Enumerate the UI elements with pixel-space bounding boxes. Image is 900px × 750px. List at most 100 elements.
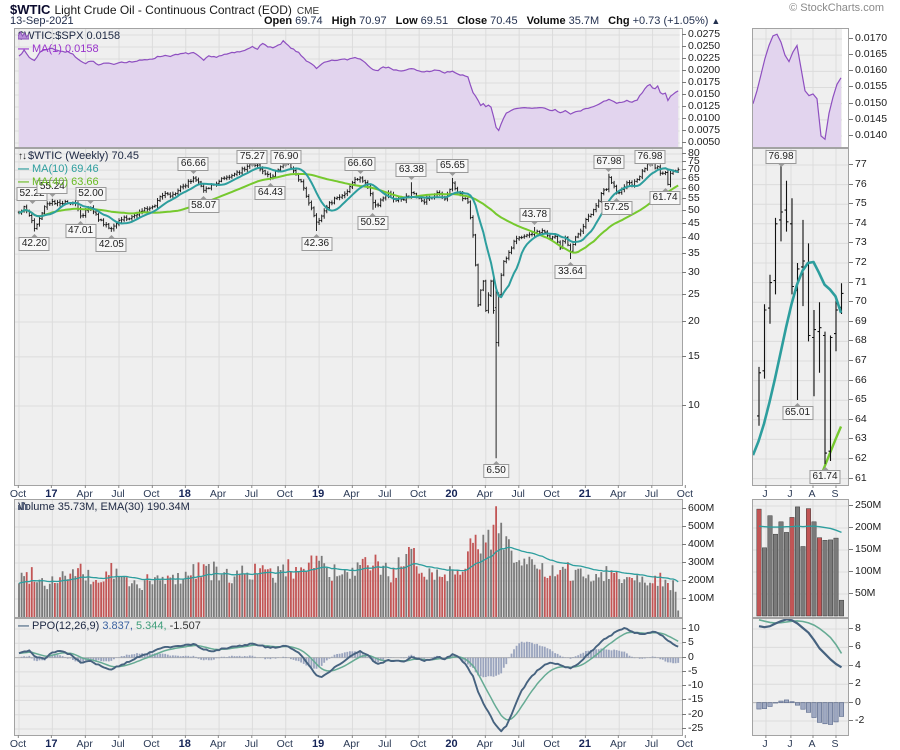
x-axis-year-label: 19	[311, 735, 325, 750]
x-axis-month-label: Oct	[9, 485, 27, 500]
price-annotation: 64.43	[254, 183, 286, 201]
axis-tick-label: 0.0175	[682, 76, 720, 88]
price-annotation: 67.98	[593, 154, 625, 172]
x-axis-month-label: Oct	[143, 485, 160, 500]
x-axis-month-label: Jul	[644, 735, 659, 750]
low-label: Low	[395, 15, 418, 27]
ppo-name: PPO(12,26,9)	[32, 620, 100, 632]
axis-tick-label: 64	[849, 413, 867, 425]
price-annotation: 47.01	[65, 221, 97, 239]
bar-chart-icon	[18, 502, 28, 510]
volume-y-axis: 600M 500M 400M 300M 200M 100M	[682, 499, 730, 616]
ohlc-bars-icon: ↑↓	[18, 151, 27, 162]
axis-tick-label: 0.0150	[682, 88, 720, 100]
price-annotation: 75.27	[236, 150, 268, 167]
ppo-zoom-line	[758, 619, 843, 669]
axis-tick-label: 150M	[849, 543, 881, 555]
axis-tick-label: 10	[682, 622, 700, 634]
x-axis-month-label: J	[787, 735, 793, 750]
ppo-zoom-panel	[752, 618, 849, 736]
axis-tick-label: -5	[682, 665, 697, 677]
axis-tick-label: 67	[849, 354, 867, 366]
axis-tick-label: 400M	[682, 538, 714, 550]
ppo-x-axis: Oct 17 Apr Jul Oct 18 Apr Jul Oct 19 Apr Jul Oct 20 Ap…	[10, 735, 693, 750]
price-legend: ↑↓ $WTIC (Weekly) 70.45 — MA(10) 69.46 — MA…	[18, 150, 139, 189]
ma40-swatch: —	[18, 176, 29, 188]
ratio-ma-label: MA(1) 0.0158	[32, 43, 99, 55]
x-axis-year-label: 18	[178, 735, 191, 750]
volume-down-bars	[25, 506, 669, 617]
price-annotation: 61.74	[809, 467, 841, 485]
x-axis-month-label: A	[808, 735, 816, 750]
axis-tick-label: 66	[849, 374, 867, 386]
axis-tick-label: 25	[682, 288, 700, 300]
x-axis-month-label: Jul	[244, 735, 259, 750]
x-axis-month-label: Apr	[343, 485, 360, 500]
ratio-legend: $WTIC:$SPX 0.0158 — MA(1) 0.0158	[18, 30, 120, 56]
axis-tick-label: -20	[682, 708, 703, 720]
x-axis-month-label: Jul	[511, 485, 525, 500]
x-axis-month-label: Oct	[543, 735, 560, 750]
axis-tick-label: 0.0250	[682, 40, 720, 52]
ohlc-quote: Open 69.74 High 70.97 Low 69.51 Close 70.45 Volu…	[255, 15, 720, 27]
x-axis-month-label: Apr	[610, 485, 627, 500]
x-axis-month-label: Apr	[476, 485, 493, 500]
x-axis-year-label: 21	[578, 735, 591, 750]
volume-chart	[15, 500, 682, 617]
axis-tick-label: 300M	[682, 556, 714, 568]
header-title-row: $WTIC Light Crude Oil - Continuous Contra…	[10, 1, 890, 17]
axis-tick-label: 0.0200	[682, 64, 720, 76]
x-axis-month-label: Oct	[543, 485, 560, 500]
low-value: 69.51	[420, 15, 449, 27]
price-zoom-chart	[753, 149, 848, 485]
axis-tick-label: 0.0100	[682, 112, 720, 124]
ppo-value: 3.837,	[102, 620, 133, 632]
ppo-swatch: —	[18, 620, 29, 632]
price-annotation: 52.00	[75, 187, 107, 205]
ratio-chart	[15, 29, 682, 147]
price-x-axis: Oct 17 Apr Jul Oct 18 Apr Jul Oct 19 Apr Jul Oct 20 Ap…	[10, 485, 693, 500]
price-annotation: 55.24	[36, 179, 68, 197]
price-legend-label: $WTIC (Weekly) 70.45	[28, 150, 140, 162]
x-axis-month-label: Oct	[409, 735, 427, 750]
price-panel: ↑↓ $WTIC (Weekly) 70.45 — MA(10) 69.46 — MA…	[14, 148, 683, 486]
stockcharts-link[interactable]: © StockCharts.com	[789, 2, 884, 14]
axis-tick-label: 74	[849, 217, 867, 229]
high-value: 70.97	[359, 15, 387, 27]
axis-tick-label: 0.0170	[849, 32, 887, 44]
x-axis-month-label: Oct	[676, 735, 694, 750]
axis-tick-label: 250M	[849, 499, 881, 511]
x-axis-month-label: Jul	[111, 735, 125, 750]
price-annotation: 76.98	[765, 150, 797, 167]
axis-tick-label: 4	[849, 659, 861, 671]
x-axis-month-label: Jul	[644, 485, 659, 500]
x-axis-month-label: Jul	[511, 735, 525, 750]
volume-panel: Volume 35.73M, EMA(30) 190.34M	[14, 499, 683, 618]
axis-tick-label: 0.0125	[682, 100, 720, 112]
axis-tick-label: 45	[682, 217, 700, 229]
ppo-signal-value: 5.344,	[135, 620, 167, 632]
axis-tick-label: 75	[682, 155, 700, 167]
volume-zoom-panel	[752, 499, 849, 618]
open-label: Open	[264, 15, 293, 27]
ma40-line	[18, 173, 679, 254]
chart-title: Light Crude Oil - Continuous Contract (E…	[54, 3, 292, 17]
ratio-ma1-line	[18, 39, 679, 132]
open-value: 69.74	[295, 15, 323, 27]
x-axis-month-label: J	[762, 485, 768, 500]
price-annotation: 63.38	[395, 163, 427, 181]
axis-tick-label: 5	[682, 636, 694, 648]
axis-tick-label: 2	[849, 677, 861, 689]
axis-tick-label: 62	[849, 452, 867, 464]
x-axis-year-label: 20	[445, 485, 458, 500]
axis-tick-label: 0	[682, 651, 694, 663]
axis-tick-label: 0.0155	[849, 80, 887, 92]
price-annotation: 42.20	[18, 234, 50, 252]
x-axis-month-label: Oct	[276, 485, 293, 500]
axis-tick-label: 100M	[682, 592, 714, 604]
axis-tick-label: 76	[849, 178, 867, 190]
price-annotation: 65.65	[436, 158, 468, 176]
ratio-zoom-chart	[753, 29, 848, 147]
ratio-zoom-panel	[752, 28, 849, 148]
